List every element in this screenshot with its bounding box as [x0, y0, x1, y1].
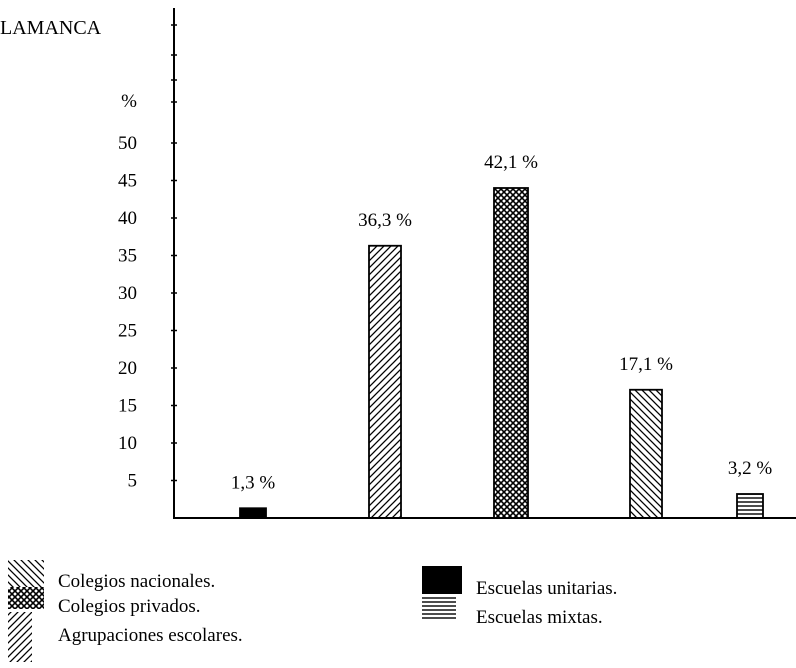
y-tick-label: 45 [118, 171, 137, 192]
bar-data-label: 3,2 % [728, 458, 773, 479]
y-tick-label: 35 [118, 246, 137, 267]
chart-title: LAMANCA [0, 17, 102, 39]
y-tick-label: 10 [118, 433, 137, 454]
bar [629, 388, 663, 519]
legend-swatch [422, 596, 456, 620]
legend-swatch [422, 566, 462, 594]
bar-data-label: 1,3 % [231, 472, 276, 493]
legend-swatch [8, 587, 44, 609]
legend-swatch [8, 560, 44, 592]
bar-data-label: 42,1 % [484, 152, 538, 173]
bar [368, 244, 402, 519]
legend-label: Escuelas unitarias. [476, 578, 617, 599]
y-tick-label: 5 [128, 471, 138, 492]
y-axis-label: % [121, 91, 137, 112]
y-tick-label: 15 [118, 396, 137, 417]
y-axis-ticks: 5 10 15 20 25 30 35 40 45 50 [118, 24, 177, 492]
legend-label: Colegios nacionales. [58, 571, 215, 592]
bar [239, 507, 267, 519]
legend-label: Escuelas mixtas. [476, 607, 603, 628]
legend-label: Colegios privados. [58, 596, 201, 617]
bars: 1,3 % 36,3 % 42,1 % 17,1 % 3,2 % [231, 152, 773, 519]
legend-swatch [8, 612, 32, 662]
bar-data-label: 36,3 % [358, 210, 412, 231]
y-tick-label: 25 [118, 321, 137, 342]
bar-data-label: 17,1 % [619, 354, 673, 375]
y-tick-label: 30 [118, 283, 137, 304]
y-tick-label: 50 [118, 133, 137, 154]
legend: Colegios nacionales. Colegios privados. Ag… [8, 560, 617, 662]
legend-label: Agrupaciones escolares. [58, 625, 243, 646]
bar [736, 493, 764, 519]
y-tick-label: 20 [118, 358, 137, 379]
y-tick-label: 40 [118, 208, 137, 229]
bar [493, 187, 529, 519]
